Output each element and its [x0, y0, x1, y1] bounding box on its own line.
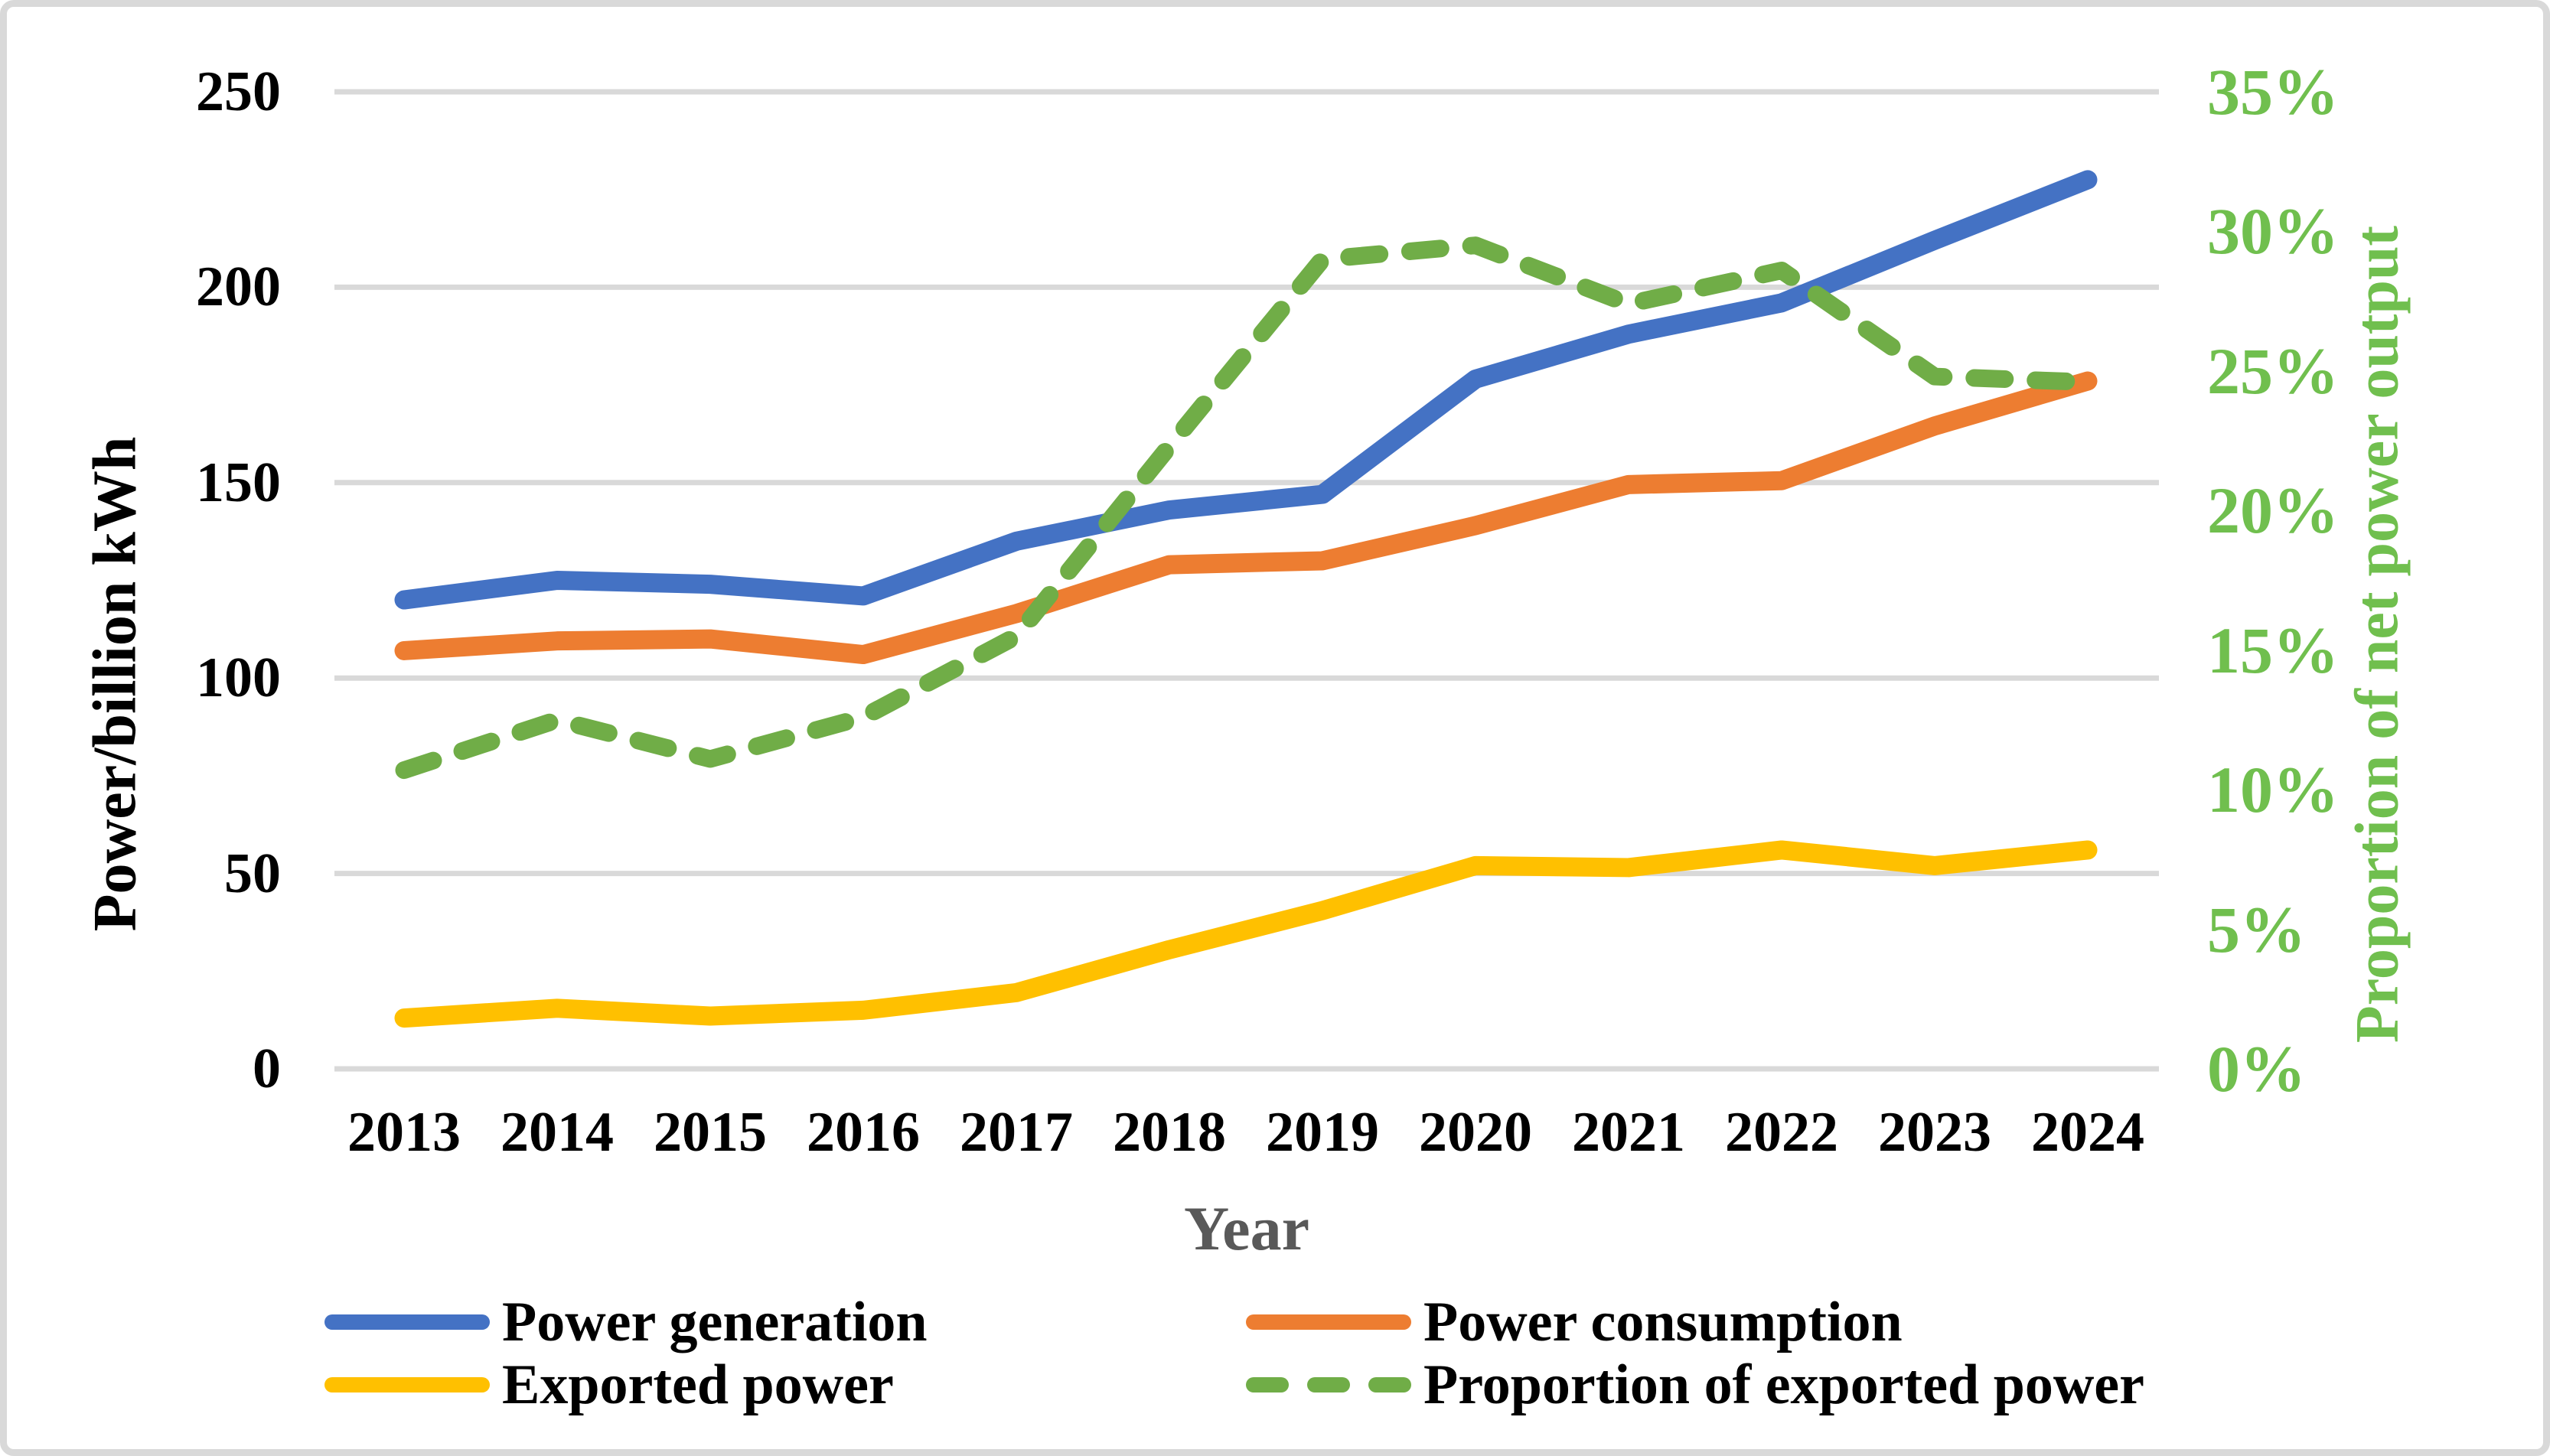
x-tick-2017: 2017: [960, 1101, 1073, 1164]
x-tick-2022: 2022: [1725, 1101, 1838, 1164]
right-tick-25: 25%: [2207, 334, 2339, 408]
right-tick-10: 10%: [2207, 753, 2339, 827]
right-axis-tick-labels: 35% 30% 25% 20% 15% 10% 5% 0%: [2207, 7, 2543, 1449]
left-tick-150: 150: [196, 451, 281, 514]
legend-item-power-consumption: Power consumption: [1246, 1291, 1903, 1353]
x-tick-2013: 2013: [347, 1101, 461, 1164]
left-tick-0: 0: [253, 1037, 281, 1100]
x-tick-2021: 2021: [1572, 1101, 1685, 1164]
right-tick-0: 0%: [2207, 1032, 2306, 1106]
legend-label-power-generation: Power generation: [502, 1290, 928, 1353]
plot-area: [334, 89, 2159, 1072]
x-tick-2015: 2015: [654, 1101, 767, 1164]
legend-dash-icon: [1307, 1377, 1350, 1392]
legend-item-exported-power: Exported power: [324, 1353, 894, 1416]
series-line-power-consumption: [394, 371, 2098, 665]
x-axis-tick-labels: 2013 2014 2015 2016 2017 2018 2019 2020 …: [328, 1103, 2164, 1161]
x-tick-2020: 2020: [1419, 1101, 1532, 1164]
left-tick-200: 200: [196, 256, 281, 319]
right-tick-15: 15%: [2207, 613, 2339, 687]
x-axis-title: Year: [1184, 1194, 1309, 1263]
right-axis-title: Proportion of net power output: [2343, 225, 2411, 1044]
left-tick-50: 50: [224, 842, 281, 905]
left-tick-250: 250: [196, 60, 281, 123]
series-line-proportion-of-exported-power: [395, 236, 2097, 780]
right-tick-30: 30%: [2207, 194, 2339, 269]
legend-dash-icon: [1368, 1377, 1411, 1392]
left-axis-tick-labels: 250 200 150 100 50 0: [7, 7, 281, 1449]
right-tick-35: 35%: [2207, 55, 2339, 129]
legend-swatch-power-generation: [324, 1314, 490, 1330]
series-line-exported-power: [394, 840, 2098, 1028]
legend-item-power-generation: Power generation: [324, 1291, 928, 1353]
legend-item-proportion-exported-power: Proportion of exported power: [1246, 1353, 2144, 1416]
legend-swatch-exported-power: [324, 1377, 490, 1392]
legend-swatch-power-consumption: [1246, 1314, 1411, 1330]
legend-swatch-proportion-exported-power: [1246, 1377, 1411, 1392]
legend-dash-icon: [1246, 1377, 1289, 1392]
x-tick-2018: 2018: [1113, 1101, 1226, 1164]
x-tick-2016: 2016: [807, 1101, 920, 1164]
legend-label-power-consumption: Power consumption: [1423, 1290, 1903, 1353]
series-line-power-generation: [394, 170, 2098, 610]
left-tick-100: 100: [196, 647, 281, 710]
legend-label-exported-power: Exported power: [502, 1353, 894, 1416]
right-tick-5: 5%: [2207, 892, 2306, 966]
x-tick-2019: 2019: [1266, 1101, 1379, 1164]
legend-label-proportion-exported-power: Proportion of exported power: [1423, 1353, 2144, 1416]
x-tick-2014: 2014: [501, 1101, 614, 1164]
x-tick-2023: 2023: [1878, 1101, 1991, 1164]
right-tick-20: 20%: [2207, 474, 2339, 548]
x-tick-2024: 2024: [2031, 1101, 2144, 1164]
left-axis-title: Power/billion kWh: [81, 436, 149, 932]
